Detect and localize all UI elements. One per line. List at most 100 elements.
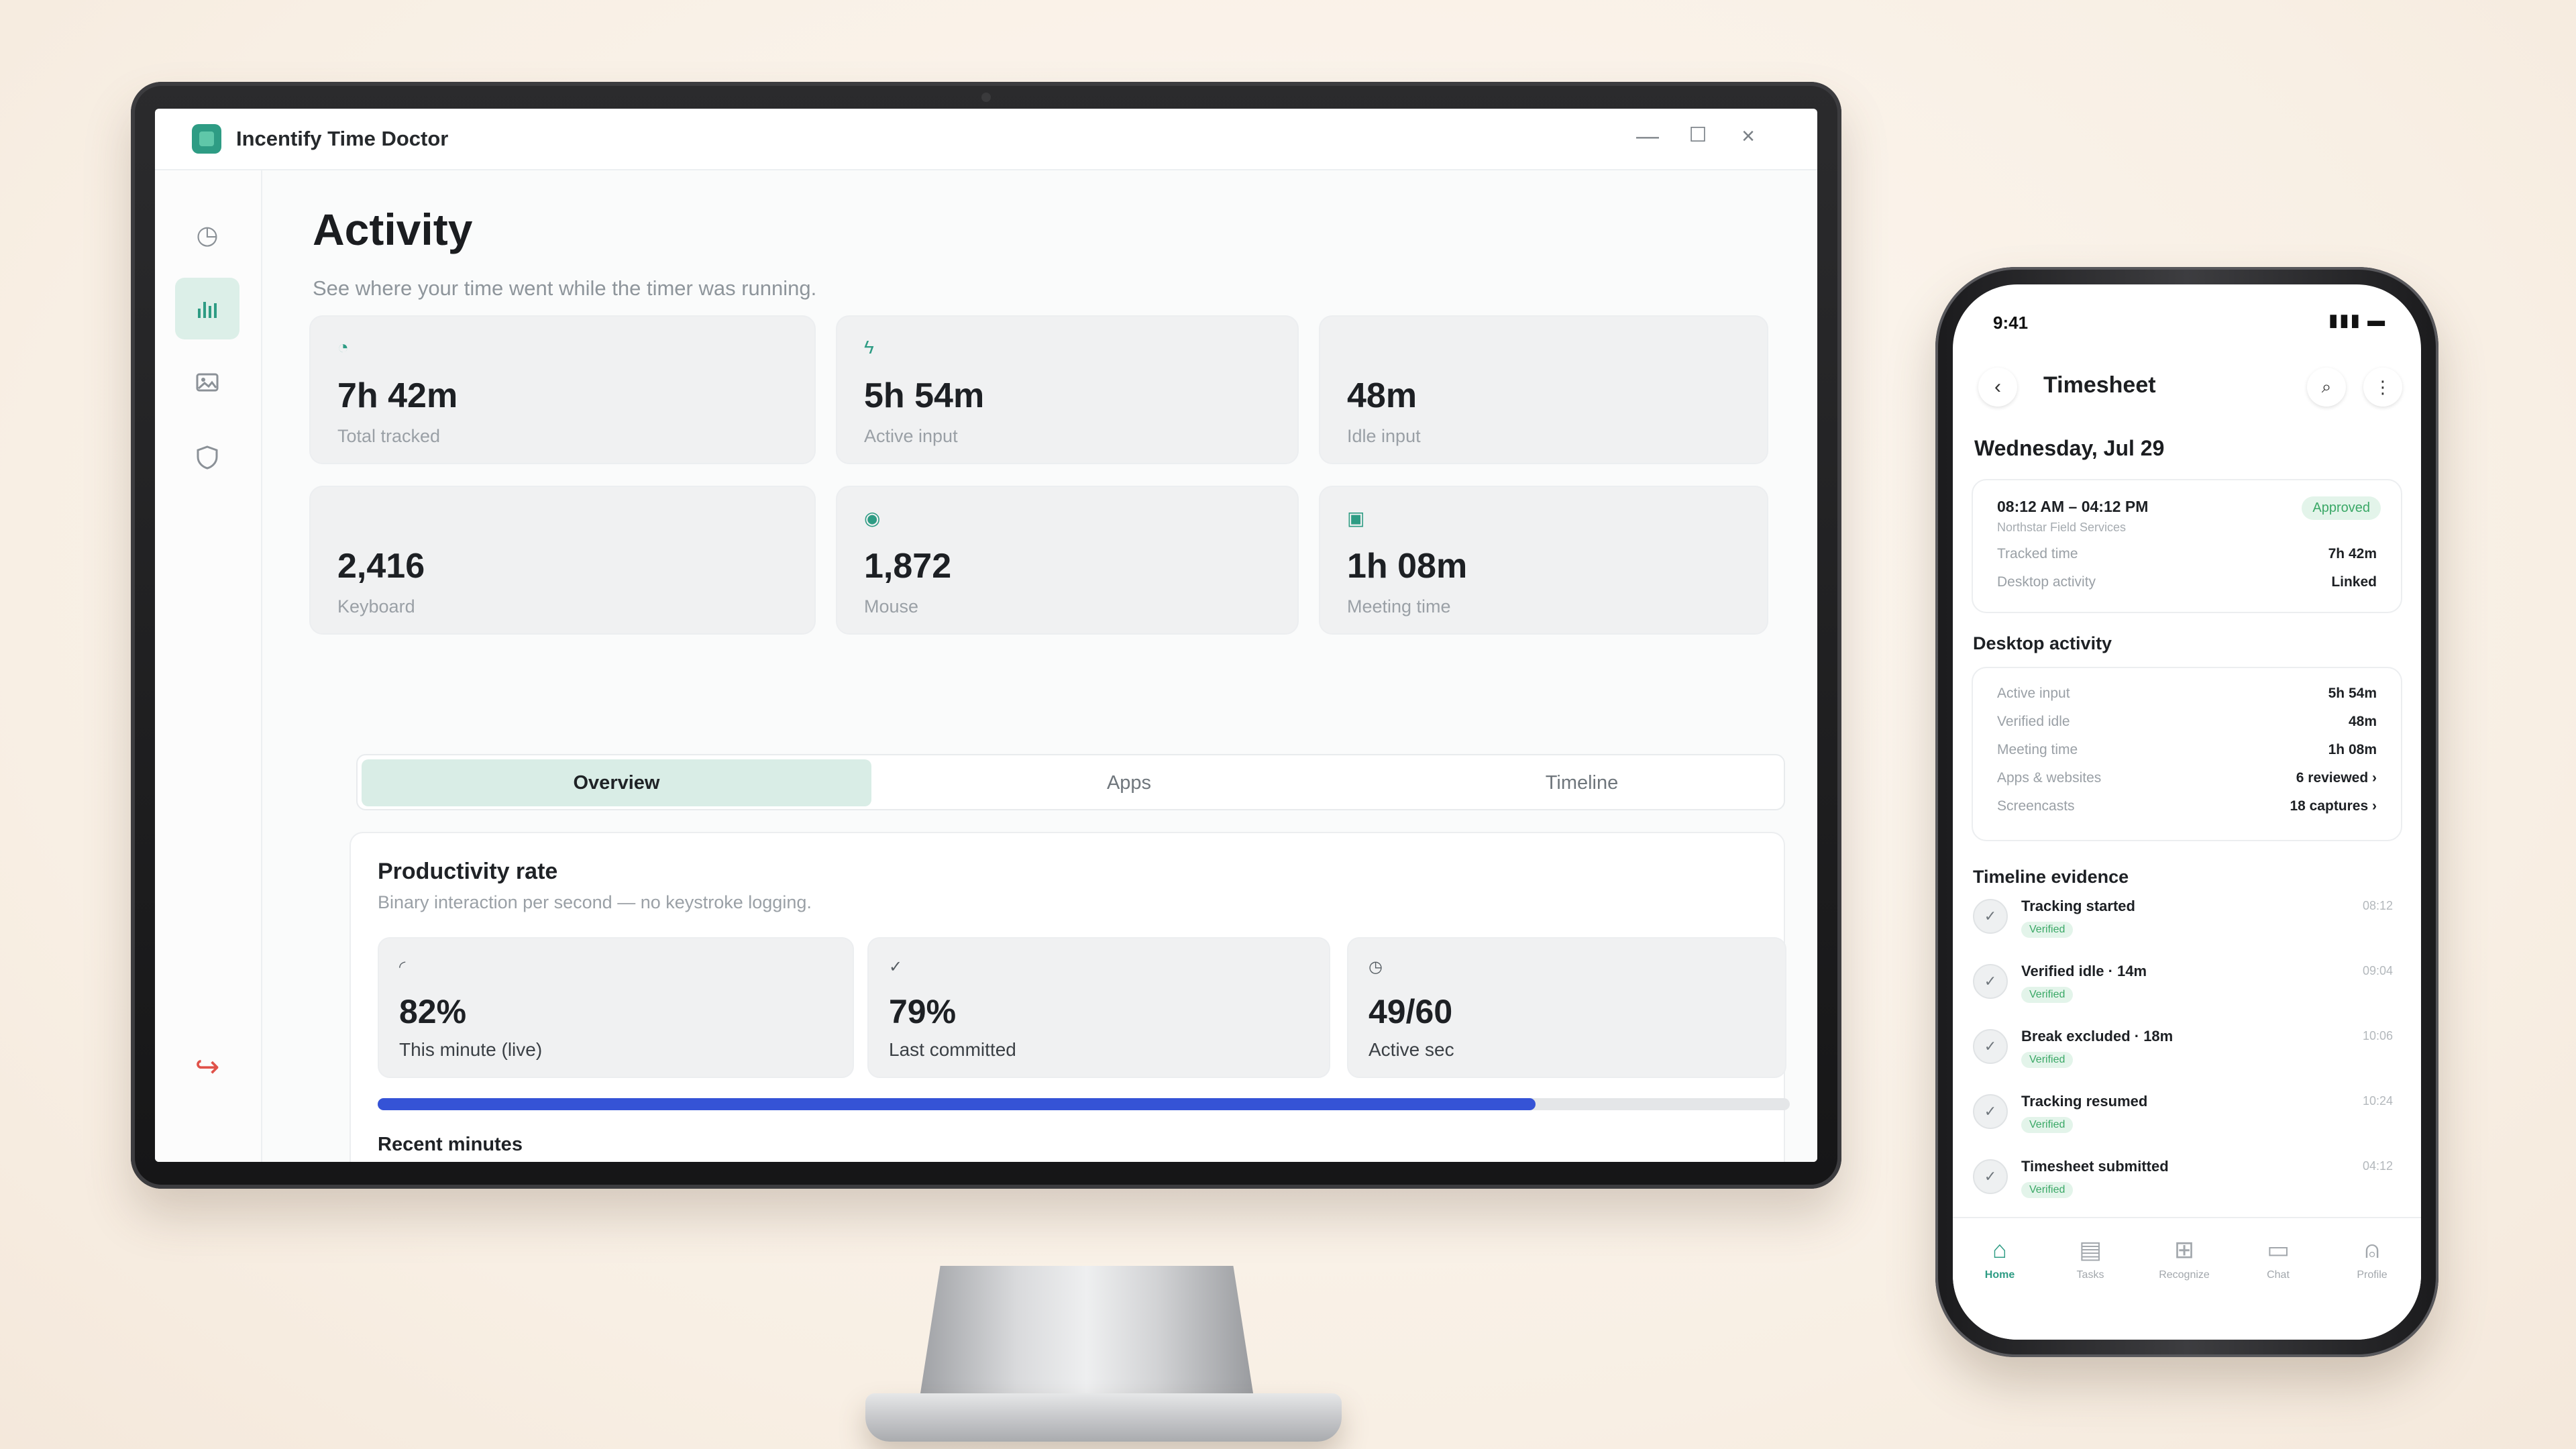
timeline-time: 10:06	[2362, 1029, 2393, 1042]
nav-tasks[interactable]: ▤ Tasks	[2053, 1236, 2127, 1281]
sidebar: ◷	[155, 170, 262, 1162]
minimize-button[interactable]: —	[1636, 123, 1659, 149]
sidebar-item-activity[interactable]	[175, 278, 239, 339]
activity-row: Active input 5h 54m	[1997, 686, 2377, 702]
timeline-item[interactable]: ✓ Break excluded · 18m Verified 10:06	[1973, 1022, 2402, 1076]
nav-chat[interactable]: ▭ Chat	[2241, 1236, 2315, 1281]
shift-row: Tracked time 7h 42m	[1997, 546, 2377, 562]
tasks-icon: ▤	[2078, 1236, 2102, 1263]
stat-label: Meeting time	[1347, 596, 1451, 616]
check-icon: ✓	[1973, 1029, 2008, 1064]
status-time: 9:41	[1993, 313, 2029, 333]
logout-button[interactable]: ↪	[175, 1036, 239, 1097]
desktop-activity-card: Active input 5h 54m Verified idle 48m Me…	[1972, 667, 2402, 841]
sidebar-item-security[interactable]	[175, 427, 239, 488]
bottom-nav: ⌂ Home ▤ Tasks ⊞ Recognize ▭ Chat ⍝ Prof…	[1953, 1217, 2421, 1340]
more-button[interactable]: ⋮	[2363, 368, 2402, 407]
row-value: 48m	[2348, 714, 2377, 729]
back-button[interactable]: ‹	[1978, 368, 2017, 407]
tab-overview[interactable]: Overview	[362, 759, 871, 806]
timeline-evidence-title: Timeline evidence	[1973, 867, 2129, 887]
status-icons: ▮▮▮ ▬	[2328, 310, 2387, 330]
stat-value: 7h 42m	[337, 376, 458, 415]
apps-websites-link[interactable]: Apps & websites 6 reviewed ›	[1997, 770, 2377, 786]
stat-value: 2,416	[337, 547, 425, 586]
stat-value: 1,872	[864, 547, 952, 586]
shift-card[interactable]: 08:12 AM – 04:12 PM Northstar Field Serv…	[1972, 479, 2402, 613]
mouse-dot-icon: ◉	[864, 508, 881, 529]
stat-value: 5h 54m	[864, 376, 985, 415]
card-label: Last committed	[889, 1039, 1016, 1060]
timeline-item[interactable]: ✓ Tracking resumed Verified 10:24	[1973, 1087, 2402, 1141]
nav-label: Home	[1984, 1269, 2015, 1281]
spinner-icon: ◜	[399, 958, 406, 976]
stat-idle-input: 48m Idle input	[1319, 315, 1768, 464]
row-value: Linked	[2331, 574, 2377, 590]
nav-label: Profile	[2357, 1269, 2387, 1281]
timeline-title: Verified idle · 14m	[2021, 963, 2147, 979]
stat-value: 1h 08m	[1347, 547, 1468, 586]
timeline-title: Tracking resumed	[2021, 1093, 2148, 1110]
search-button[interactable]: ⌕	[2307, 368, 2346, 407]
clock-icon: ◷	[1368, 958, 1383, 976]
sidebar-item-timer[interactable]: ◷	[175, 204, 239, 266]
timeline-item[interactable]: ✓ Tracking started Verified 08:12	[1973, 892, 2402, 946]
verified-badge: Verified	[2021, 987, 2074, 1003]
nav-label: Chat	[2267, 1269, 2290, 1281]
phone-screen: 9:41 ▮▮▮ ▬ ‹ Timesheet ⌕ ⋮ Wednesday, Ju…	[1953, 284, 2421, 1340]
timeline-time: 10:24	[2362, 1094, 2393, 1108]
stat-label: Total tracked	[337, 426, 441, 446]
verified-badge: Verified	[2021, 922, 2074, 938]
maximize-button[interactable]: ☐	[1688, 124, 1707, 146]
verified-badge: Verified	[2021, 1052, 2074, 1068]
card-this-minute: ◜ 82% This minute (live)	[378, 937, 854, 1078]
monitor-bezel: Incentify Time Doctor — ☐ × ◷	[131, 82, 1841, 1189]
productivity-progress-track	[378, 1098, 1790, 1110]
row-value: 6 reviewed ›	[2296, 770, 2377, 786]
timer-icon: ◔	[337, 337, 349, 358]
stat-mouse: ◉ 1,872 Mouse	[836, 486, 1299, 635]
home-icon: ⌂	[1992, 1236, 2007, 1263]
stat-label: Active input	[864, 426, 958, 446]
logout-icon: ↪	[195, 1050, 220, 1083]
check-icon: ✓	[1973, 899, 2008, 934]
row-label: Verified idle	[1997, 714, 2070, 729]
chevron-left-icon: ‹	[1994, 376, 2001, 398]
row-value: 5h 54m	[2328, 686, 2377, 701]
row-label: Active input	[1997, 686, 2070, 701]
shift-client: Northstar Field Services	[1997, 521, 2127, 534]
timeline-item[interactable]: ✓ Timesheet submitted Verified 04:12	[1973, 1152, 2402, 1206]
desktop-activity-title: Desktop activity	[1973, 633, 2112, 653]
row-label: Apps & websites	[1997, 770, 2102, 786]
timeline-title: Timesheet submitted	[2021, 1158, 2169, 1175]
monitor-stand-base	[865, 1393, 1342, 1442]
nav-home[interactable]: ⌂ Home	[1963, 1236, 2037, 1281]
search-icon: ⌕	[2321, 376, 2332, 396]
row-label: Desktop activity	[1997, 574, 2096, 590]
activity-row: Verified idle 48m	[1997, 714, 2377, 730]
tab-apps[interactable]: Apps	[1106, 771, 1152, 794]
screencasts-link[interactable]: Screencasts 18 captures ›	[1997, 798, 2377, 814]
sidebar-item-screenshots[interactable]	[175, 352, 239, 413]
app-title: Incentify Time Doctor	[236, 127, 449, 150]
nav-recognize[interactable]: ⊞ Recognize	[2147, 1236, 2221, 1281]
phone-device: 9:41 ▮▮▮ ▬ ‹ Timesheet ⌕ ⋮ Wednesday, Ju…	[1935, 267, 2438, 1357]
stat-label: Keyboard	[337, 596, 415, 616]
phone-title: Timesheet	[2043, 372, 2156, 398]
timeline-item[interactable]: ✓ Verified idle · 14m Verified 09:04	[1973, 957, 2402, 1011]
close-button[interactable]: ×	[1741, 123, 1755, 149]
bar-chart-icon	[198, 302, 217, 318]
desktop-monitor: Incentify Time Doctor — ☐ × ◷	[131, 82, 1841, 1442]
nav-profile[interactable]: ⍝ Profile	[2335, 1236, 2409, 1281]
productivity-subtitle: Binary interaction per second — no keyst…	[378, 892, 812, 912]
check-icon: ✓	[889, 958, 903, 976]
meeting-icon: ▣	[1347, 508, 1365, 529]
more-vertical-icon: ⋮	[2374, 376, 2392, 397]
activity-tabs: Overview Apps Timeline	[356, 754, 1785, 810]
monitor-stand-neck	[919, 1266, 1254, 1400]
timeline-time: 04:12	[2362, 1159, 2393, 1173]
nav-label: Tasks	[2076, 1269, 2104, 1281]
verified-badge: Verified	[2021, 1182, 2074, 1198]
shield-icon	[197, 445, 218, 470]
tab-timeline[interactable]: Timeline	[1545, 771, 1619, 794]
